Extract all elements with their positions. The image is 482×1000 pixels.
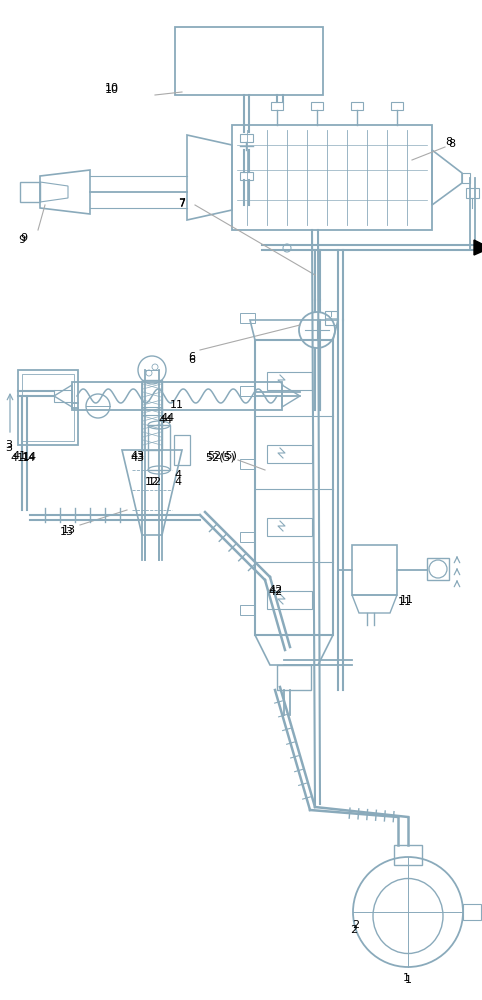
Text: 10: 10: [105, 83, 119, 93]
Text: 41: 41: [12, 451, 26, 461]
Text: 6: 6: [188, 352, 195, 362]
Bar: [277, 665, 311, 690]
Text: 9: 9: [18, 235, 25, 245]
Bar: [267, 445, 312, 463]
Text: 44: 44: [158, 415, 172, 425]
Text: 11: 11: [398, 597, 412, 607]
Bar: [22, 374, 74, 441]
Text: 13: 13: [60, 527, 74, 537]
Bar: [267, 518, 312, 536]
Bar: [352, 545, 397, 595]
Bar: [18, 370, 78, 445]
Text: 8: 8: [445, 137, 452, 147]
Bar: [240, 134, 253, 142]
Bar: [20, 182, 40, 202]
Text: 11: 11: [170, 400, 184, 410]
Bar: [240, 459, 255, 469]
Bar: [174, 435, 190, 465]
Text: 2: 2: [352, 920, 359, 930]
Text: 14: 14: [23, 452, 37, 462]
Polygon shape: [474, 240, 482, 255]
Bar: [240, 172, 253, 180]
Bar: [311, 102, 323, 110]
Text: 43: 43: [130, 453, 144, 463]
Text: 42: 42: [268, 587, 282, 597]
Bar: [72, 382, 282, 410]
Text: 43: 43: [130, 451, 144, 461]
Text: 7: 7: [178, 198, 185, 208]
Bar: [54, 390, 72, 402]
Bar: [240, 605, 255, 615]
Bar: [427, 558, 449, 580]
Bar: [391, 102, 403, 110]
Text: 1: 1: [403, 973, 410, 983]
Text: 41: 41: [10, 453, 24, 463]
Text: 12: 12: [148, 477, 162, 487]
Bar: [240, 313, 255, 323]
Bar: [271, 102, 283, 110]
Text: 14: 14: [22, 453, 36, 463]
Text: 2: 2: [350, 925, 357, 935]
Text: 4: 4: [174, 470, 181, 480]
Text: 12: 12: [145, 477, 159, 487]
Text: 4: 4: [174, 477, 181, 487]
Text: 9: 9: [20, 233, 27, 243]
Bar: [148, 425, 170, 470]
Bar: [267, 591, 312, 609]
Bar: [232, 125, 432, 230]
Bar: [175, 27, 323, 95]
Text: 52(5): 52(5): [207, 450, 237, 460]
Bar: [240, 386, 255, 396]
Text: 6: 6: [188, 355, 195, 365]
Text: 44: 44: [160, 413, 174, 423]
Text: 13: 13: [62, 525, 76, 535]
Bar: [142, 407, 162, 415]
Text: 3: 3: [5, 440, 12, 450]
Text: 52(5): 52(5): [205, 452, 235, 462]
Bar: [466, 188, 479, 198]
Text: 8: 8: [448, 139, 455, 149]
Bar: [240, 532, 255, 542]
Text: 1: 1: [405, 975, 412, 985]
Text: 42: 42: [268, 585, 282, 595]
Text: 10: 10: [105, 85, 119, 95]
Bar: [394, 845, 422, 865]
Text: 7: 7: [178, 199, 185, 209]
Text: 11: 11: [400, 595, 414, 605]
Bar: [462, 173, 470, 183]
Text: 3: 3: [5, 443, 12, 453]
Bar: [325, 311, 337, 325]
Bar: [142, 380, 162, 450]
Bar: [267, 372, 312, 390]
Bar: [255, 340, 333, 635]
Bar: [463, 904, 481, 920]
Bar: [351, 102, 363, 110]
